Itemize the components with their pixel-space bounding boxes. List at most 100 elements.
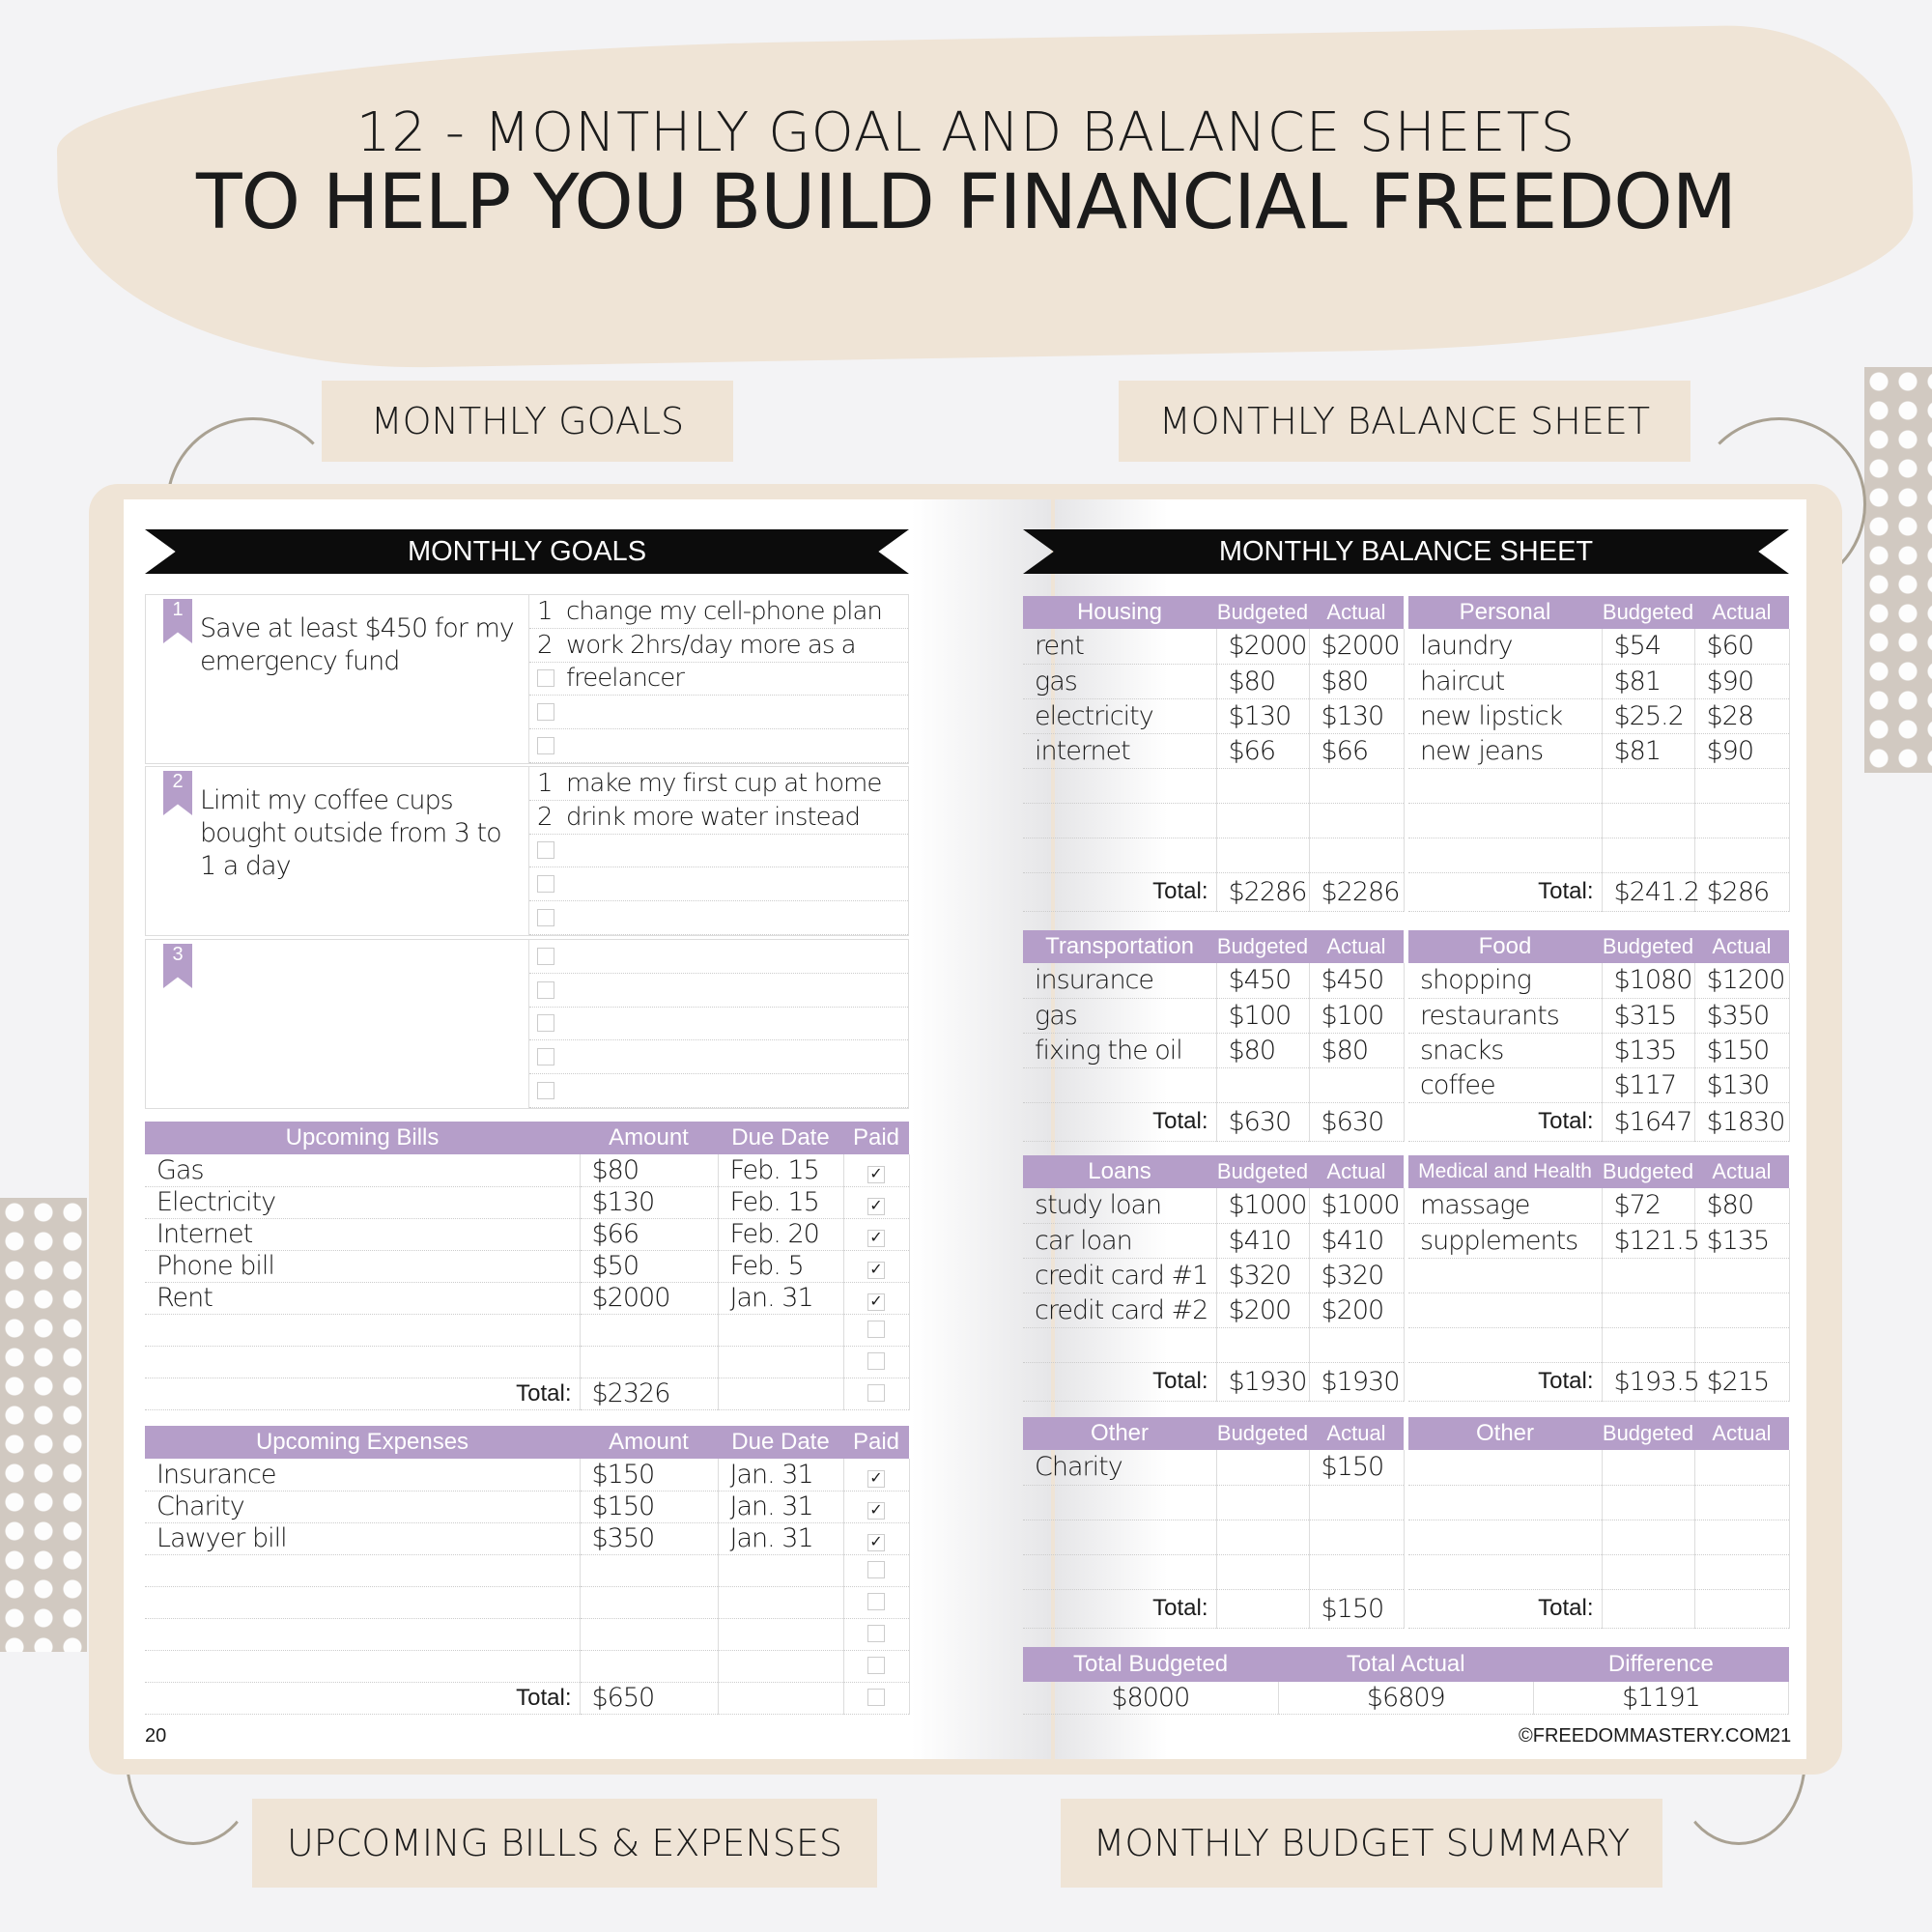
paid-checkbox[interactable]: [867, 1625, 885, 1642]
goal-step[interactable]: 1 change my cell-phone plan: [529, 595, 908, 629]
paid-checkbox[interactable]: [867, 1657, 885, 1674]
budgeted-value[interactable]: $200: [1216, 1293, 1310, 1328]
bill-due-date[interactable]: Jan. 31: [718, 1459, 844, 1492]
bill-name[interactable]: [145, 1346, 581, 1378]
goal-step[interactable]: [529, 1040, 908, 1075]
item-name[interactable]: [1023, 1327, 1217, 1363]
bill-amount[interactable]: [580, 1618, 719, 1651]
paid-checkbox[interactable]: [867, 1321, 885, 1338]
bill-amount[interactable]: $350: [580, 1522, 719, 1555]
step-checkbox[interactable]: [537, 841, 554, 860]
goal-step[interactable]: [529, 1074, 908, 1108]
actual-value[interactable]: $66: [1309, 733, 1405, 769]
item-name[interactable]: [1023, 1485, 1217, 1520]
budgeted-value[interactable]: $100: [1216, 998, 1310, 1034]
item-name[interactable]: [1408, 768, 1603, 804]
bill-amount[interactable]: [580, 1554, 719, 1587]
goal-step[interactable]: [529, 1008, 908, 1041]
actual-value[interactable]: $90: [1694, 664, 1790, 699]
bill-name[interactable]: Gas: [145, 1154, 581, 1187]
item-name[interactable]: new lipstick: [1408, 698, 1603, 734]
budgeted-value[interactable]: [1216, 768, 1310, 804]
goal-step[interactable]: [529, 940, 908, 974]
actual-value[interactable]: [1309, 1554, 1405, 1590]
bill-amount[interactable]: $80: [580, 1154, 719, 1187]
actual-value[interactable]: [1694, 1327, 1790, 1363]
actual-value[interactable]: $135: [1694, 1223, 1790, 1259]
paid-checkbox[interactable]: [867, 1593, 885, 1610]
step-checkbox[interactable]: [537, 947, 554, 965]
item-name[interactable]: credit card #1: [1023, 1258, 1217, 1293]
actual-value[interactable]: [1694, 1485, 1790, 1520]
bill-due-date[interactable]: Jan. 31: [718, 1522, 844, 1555]
item-name[interactable]: study loan: [1023, 1188, 1217, 1224]
actual-value[interactable]: [1694, 838, 1790, 873]
actual-value[interactable]: [1694, 1293, 1790, 1328]
step-checkbox[interactable]: [537, 1048, 554, 1066]
item-name[interactable]: [1408, 1293, 1603, 1328]
paid-checkbox[interactable]: [867, 1352, 885, 1370]
actual-value[interactable]: $80: [1309, 664, 1405, 699]
budgeted-value[interactable]: $81: [1602, 664, 1695, 699]
bill-due-date[interactable]: [718, 1346, 844, 1378]
item-name[interactable]: [1408, 1450, 1603, 1486]
item-name[interactable]: car loan: [1023, 1223, 1217, 1259]
item-name[interactable]: shopping: [1408, 963, 1603, 999]
item-name[interactable]: [1408, 803, 1603, 838]
item-name[interactable]: supplements: [1408, 1223, 1603, 1259]
actual-value[interactable]: [1694, 768, 1790, 804]
budgeted-value[interactable]: $450: [1216, 963, 1310, 999]
actual-value[interactable]: [1694, 1258, 1790, 1293]
item-name[interactable]: [1023, 768, 1217, 804]
paid-checkbox[interactable]: [867, 1561, 885, 1578]
bill-amount[interactable]: $50: [580, 1250, 719, 1283]
actual-value[interactable]: $28: [1694, 698, 1790, 734]
bill-due-date[interactable]: Feb. 20: [718, 1218, 844, 1251]
item-name[interactable]: credit card #2: [1023, 1293, 1217, 1328]
budgeted-value[interactable]: $410: [1216, 1223, 1310, 1259]
item-name[interactable]: massage: [1408, 1188, 1603, 1224]
bill-name[interactable]: [145, 1554, 581, 1587]
item-name[interactable]: [1408, 838, 1603, 873]
budgeted-value[interactable]: $80: [1216, 1033, 1310, 1068]
goal-step[interactable]: [529, 835, 908, 868]
item-name[interactable]: [1408, 1520, 1603, 1555]
actual-value[interactable]: [1694, 1554, 1790, 1590]
actual-value[interactable]: $1000: [1309, 1188, 1405, 1224]
budgeted-value[interactable]: $2000: [1216, 629, 1310, 665]
item-name[interactable]: Charity: [1023, 1450, 1217, 1486]
bill-name[interactable]: [145, 1586, 581, 1619]
budgeted-value[interactable]: [1602, 768, 1695, 804]
bill-due-date[interactable]: Feb. 5: [718, 1250, 844, 1283]
check-icon[interactable]: ✓: [867, 1165, 885, 1183]
bill-name[interactable]: [145, 1618, 581, 1651]
actual-value[interactable]: $130: [1694, 1067, 1790, 1103]
item-name[interactable]: snacks: [1408, 1033, 1603, 1068]
budgeted-value[interactable]: $320: [1216, 1258, 1310, 1293]
bill-name[interactable]: [145, 1314, 581, 1347]
budgeted-value[interactable]: [1602, 803, 1695, 838]
actual-value[interactable]: $320: [1309, 1258, 1405, 1293]
actual-value[interactable]: [1309, 803, 1405, 838]
actual-value[interactable]: $130: [1309, 698, 1405, 734]
check-icon[interactable]: ✓: [867, 1262, 885, 1279]
budgeted-value[interactable]: $80: [1216, 664, 1310, 699]
budgeted-value[interactable]: $72: [1602, 1188, 1695, 1224]
budgeted-value[interactable]: [1602, 1327, 1695, 1363]
bill-amount[interactable]: $150: [580, 1491, 719, 1523]
goal-step[interactable]: [529, 974, 908, 1008]
step-checkbox[interactable]: [537, 703, 554, 722]
budgeted-value[interactable]: [1216, 1554, 1310, 1590]
budgeted-value[interactable]: [1602, 1554, 1695, 1590]
item-name[interactable]: electricity: [1023, 698, 1217, 734]
bill-due-date[interactable]: [718, 1586, 844, 1619]
budgeted-value[interactable]: [1216, 1450, 1310, 1486]
budgeted-value[interactable]: $130: [1216, 698, 1310, 734]
bill-name[interactable]: Insurance: [145, 1459, 581, 1492]
actual-value[interactable]: $150: [1309, 1450, 1405, 1486]
actual-value[interactable]: $200: [1309, 1293, 1405, 1328]
budgeted-value[interactable]: [1602, 1450, 1695, 1486]
bill-amount[interactable]: $130: [580, 1186, 719, 1219]
bill-amount[interactable]: [580, 1586, 719, 1619]
budgeted-value[interactable]: [1216, 838, 1310, 873]
